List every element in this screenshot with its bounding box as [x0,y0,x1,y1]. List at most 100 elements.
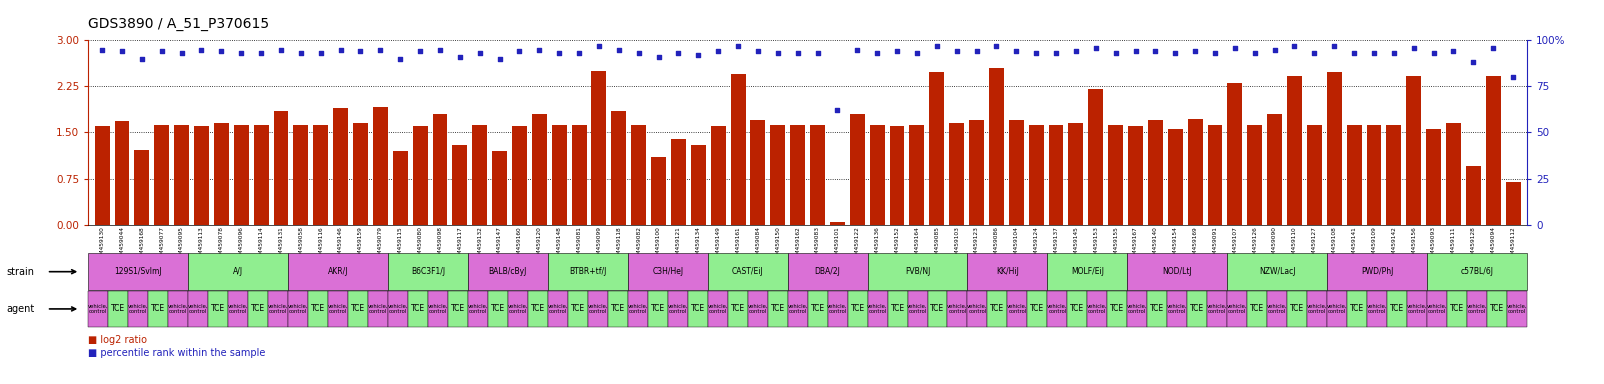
Text: B6C3F1/J: B6C3F1/J [411,267,444,276]
Bar [751,120,765,225]
Text: vehicle,
control: vehicle, control [128,304,149,314]
Text: vehicle,
control: vehicle, control [747,304,768,314]
Text: strain: strain [6,266,34,277]
Point [805,50,831,56]
Bar [1286,76,1302,225]
Bar [909,125,924,225]
Point [606,46,632,53]
Text: vehicle,
control: vehicle, control [1227,304,1248,314]
Point [626,50,651,56]
Bar [770,125,786,225]
Text: vehicle,
control: vehicle, control [1367,304,1387,314]
Bar [691,145,706,225]
Point [289,50,314,56]
Point [1282,43,1307,49]
Point [566,50,592,56]
Point [824,107,850,113]
Text: TCE: TCE [571,305,585,313]
Point [1440,48,1466,55]
Text: CAST/EiJ: CAST/EiJ [731,267,764,276]
Text: vehicle,
control: vehicle, control [1047,304,1068,314]
Point [1241,50,1267,56]
Text: vehicle,
control: vehicle, control [428,304,448,314]
Bar [969,120,983,225]
Bar [393,151,407,225]
Bar [1466,166,1480,225]
Point [348,48,374,55]
Text: c57BL/6J: c57BL/6J [1461,267,1493,276]
Bar [711,126,725,225]
Text: vehicle,
control: vehicle, control [188,304,209,314]
Text: vehicle,
control: vehicle, control [268,304,289,314]
Text: vehicle,
control: vehicle, control [948,304,967,314]
Bar [592,71,606,225]
Text: vehicle,
control: vehicle, control [828,304,849,314]
Bar [533,114,547,225]
Point [983,43,1009,49]
Point [1083,45,1108,51]
Text: vehicle,
control: vehicle, control [1088,304,1108,314]
Point [1301,50,1327,56]
Bar [213,123,229,225]
Point [1362,50,1387,56]
Bar [95,126,109,225]
Bar [890,126,905,225]
Text: TCE: TCE [730,305,744,313]
Point [1123,48,1148,55]
Bar [294,125,308,225]
Text: TCE: TCE [250,305,265,313]
Bar [334,108,348,225]
Text: vehicle,
control: vehicle, control [1466,304,1487,314]
Text: GDS3890 / A_51_P370615: GDS3890 / A_51_P370615 [88,17,269,31]
Text: agent: agent [6,304,35,314]
Point [746,48,772,55]
Bar [730,74,746,225]
Text: vehicle,
control: vehicle, control [667,304,688,314]
Point [467,50,492,56]
Text: vehicle,
control: vehicle, control [228,304,249,314]
Point [367,46,393,53]
Bar [1307,125,1322,225]
Text: vehicle,
control: vehicle, control [327,304,348,314]
Point [646,54,672,60]
Point [1142,48,1168,55]
Point [209,48,234,55]
Point [943,48,969,55]
Bar [791,125,805,225]
Point [844,46,869,53]
Text: vehicle,
control: vehicle, control [1168,304,1187,314]
Bar [492,151,507,225]
Bar [1168,129,1182,225]
Bar [253,125,268,225]
Text: KK/HiJ: KK/HiJ [996,267,1019,276]
Point [109,48,135,55]
Text: vehicle,
control: vehicle, control [367,304,388,314]
Bar [1506,182,1521,225]
Point [427,46,452,53]
Text: vehicle,
control: vehicle, control [1407,304,1428,314]
Point [388,56,414,62]
Text: vehicle,
control: vehicle, control [627,304,648,314]
Bar [1447,123,1461,225]
Text: vehicle,
control: vehicle, control [1128,304,1147,314]
Text: vehicle,
control: vehicle, control [1267,304,1288,314]
Point [168,50,194,56]
Bar [234,125,249,225]
Point [448,54,473,60]
Text: TCE: TCE [1290,305,1304,313]
Point [1341,50,1367,56]
Bar [452,145,467,225]
Bar [1128,126,1144,225]
Text: TCE: TCE [111,305,125,313]
Point [865,50,890,56]
Bar [850,114,865,225]
Bar [632,125,646,225]
Point [1461,60,1487,66]
Point [1023,50,1049,56]
Bar [1028,125,1044,225]
Text: C3H/HeJ: C3H/HeJ [653,267,683,276]
Text: vehicle,
control: vehicle, control [1327,304,1347,314]
Bar [1347,125,1362,225]
Text: TCE: TCE [1490,305,1505,313]
Point [189,46,215,53]
